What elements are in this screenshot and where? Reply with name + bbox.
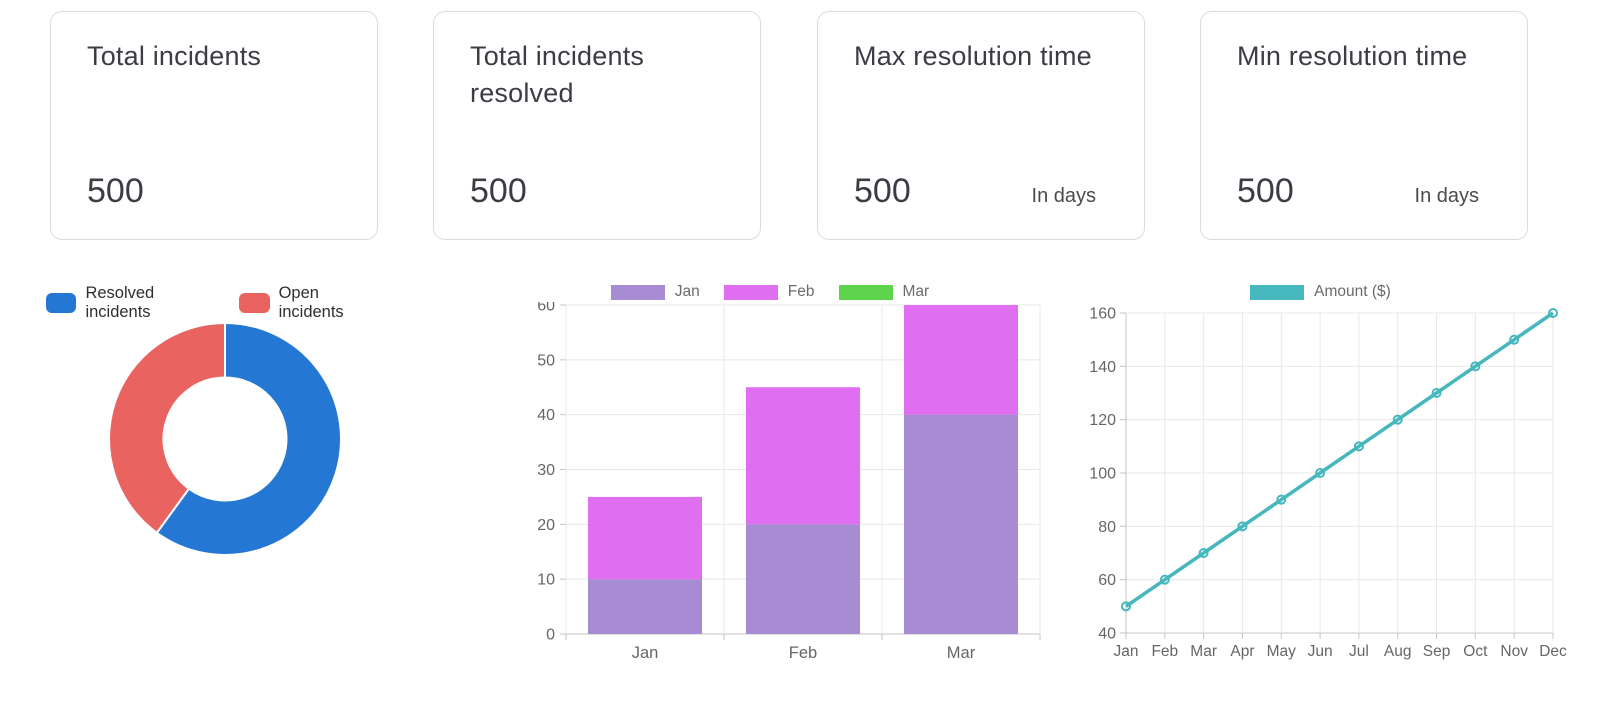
legend-item-open-incidents[interactable]: Open incidents <box>239 284 380 322</box>
line-x-tick-label: Aug <box>1384 643 1412 660</box>
legend-label: Resolved incidents <box>85 284 155 321</box>
line-x-tick-label: Mar <box>1190 643 1217 660</box>
bar-y-tick-label: 0 <box>546 627 555 644</box>
line-x-tick-label: Jun <box>1308 643 1333 660</box>
line-point-apr[interactable] <box>1237 521 1248 532</box>
bar-y-tick-label: 30 <box>537 462 555 479</box>
line-x-tick-label: Feb <box>1151 643 1178 660</box>
line-series-amount <box>1125 311 1554 608</box>
line-y-tick-label: 40 <box>1098 626 1116 643</box>
line-point-jun[interactable] <box>1315 468 1326 478</box>
bar-y-tick-label: 40 <box>537 407 555 424</box>
line-x-tick-label: Oct <box>1463 643 1488 660</box>
line-point-jul[interactable] <box>1353 441 1364 452</box>
line-point-nov[interactable] <box>1509 334 1520 345</box>
bar-segment-jan-feb[interactable] <box>746 524 860 634</box>
bar-x-tick-label: Feb <box>789 644 817 662</box>
legend-item-jan[interactable]: Jan <box>610 283 700 301</box>
legend-label: Jan <box>674 283 700 300</box>
line-x-tick-label: Nov <box>1500 643 1528 660</box>
legend-swatch <box>46 293 77 313</box>
legend-swatch <box>1250 284 1305 300</box>
legend-swatch <box>239 293 270 313</box>
kpi-card-value: 500 <box>87 172 144 210</box>
kpi-card-max-resolution-time: Max resolution time 500 In days <box>817 11 1145 240</box>
legend-label: Open incidents <box>278 284 344 321</box>
kpi-card-title: Total incidents resolved <box>470 41 645 108</box>
line-y-tick-label: 160 <box>1089 306 1116 323</box>
bar-x-tick-label: Jan <box>632 644 659 662</box>
donut-legend: Resolved incidents Open incidents <box>46 284 406 321</box>
bar-legend: Jan Feb Mar <box>520 283 1044 301</box>
kpi-card-value: 500 <box>470 172 527 210</box>
line-y-tick-label: 80 <box>1098 519 1116 536</box>
donut-chart-canvas <box>108 321 342 556</box>
kpi-card-value: 500 <box>1237 172 1294 210</box>
legend-label: Mar <box>902 283 930 300</box>
line-x-tick-label: Dec <box>1539 643 1567 660</box>
legend-swatch <box>838 284 893 300</box>
legend-label: Amount ($) <box>1314 283 1391 300</box>
legend-swatch <box>723 284 778 300</box>
legend-item-mar[interactable]: Mar <box>838 283 930 301</box>
legend-swatch <box>610 284 665 300</box>
legend-item-amount[interactable]: Amount ($) <box>1250 283 1391 301</box>
amount-line-chart: Amount ($) 40 60 80 100 120 140 160 Jan Feb Mar Ap… <box>1056 272 1609 670</box>
donut-slice-open-incidents[interactable] <box>108 321 226 535</box>
line-point-sep[interactable] <box>1431 388 1442 398</box>
bar-segment-feb-mar[interactable] <box>904 305 1018 415</box>
line-point-jan[interactable] <box>1121 601 1131 612</box>
donut-slice-resolved-incidents[interactable] <box>155 321 342 556</box>
monthly-stacked-bar-chart: Jan Feb Mar 0 10 20 30 40 50 60 Jan Feb Mar <box>520 272 1044 670</box>
line-point-may[interactable] <box>1276 494 1287 505</box>
line-point-feb[interactable] <box>1159 574 1170 585</box>
kpi-card-unit: In days <box>1031 185 1096 207</box>
kpi-card-min-resolution-time: Min resolution time 500 In days <box>1200 11 1528 240</box>
line-y-tick-label: 100 <box>1089 466 1116 483</box>
legend-item-resolved-incidents[interactable]: Resolved incidents <box>46 284 213 322</box>
line-point-aug[interactable] <box>1392 414 1403 425</box>
line-legend: Amount ($) <box>1056 283 1609 301</box>
kpi-card-title: Min resolution time <box>1237 41 1468 71</box>
kpi-card-unit: In days <box>1414 185 1479 207</box>
bar-segment-jan-jan[interactable] <box>588 579 702 634</box>
line-x-tick-label: Apr <box>1230 643 1254 660</box>
kpi-card-title: Total incidents <box>87 41 262 71</box>
kpi-card-total-incidents-resolved: Total incidents resolved 500 <box>433 11 761 240</box>
kpi-card-value: 500 <box>854 172 911 210</box>
bar-x-tick-label: Mar <box>947 644 976 662</box>
line-point-mar[interactable] <box>1198 548 1209 558</box>
legend-label: Feb <box>787 283 815 300</box>
bar-chart-canvas: 0 10 20 30 40 50 60 Jan Feb Mar <box>537 302 1041 662</box>
line-point-oct[interactable] <box>1470 361 1481 372</box>
line-y-tick-label: 120 <box>1089 412 1116 429</box>
bar-segment-feb-jan[interactable] <box>588 496 702 580</box>
line-chart-canvas: 40 60 80 100 120 140 160 Jan Feb Mar Apr May Jun Jul A… <box>1089 306 1567 661</box>
line-x-tick-label: May <box>1267 643 1297 660</box>
incidents-donut-chart: Resolved incidents Open incidents <box>44 284 406 570</box>
bar-segment-jan-mar[interactable] <box>904 414 1018 634</box>
bar-y-tick-label: 60 <box>537 302 555 315</box>
bar-y-tick-label: 20 <box>537 517 555 534</box>
bar-segment-feb-feb[interactable] <box>746 387 860 525</box>
bar-y-tick-label: 10 <box>537 572 555 589</box>
line-y-tick-label: 140 <box>1089 359 1116 376</box>
kpi-card-total-incidents: Total incidents 500 <box>50 11 378 240</box>
line-x-tick-label: Jul <box>1349 643 1369 660</box>
bar-y-tick-label: 50 <box>537 352 555 369</box>
legend-item-feb[interactable]: Feb <box>723 283 815 301</box>
line-y-tick-label: 60 <box>1098 572 1116 589</box>
line-x-tick-label: Jan <box>1114 643 1139 660</box>
kpi-card-title: Max resolution time <box>854 41 1092 71</box>
line-x-tick-label: Sep <box>1423 643 1451 660</box>
line-point-dec[interactable] <box>1548 308 1558 318</box>
